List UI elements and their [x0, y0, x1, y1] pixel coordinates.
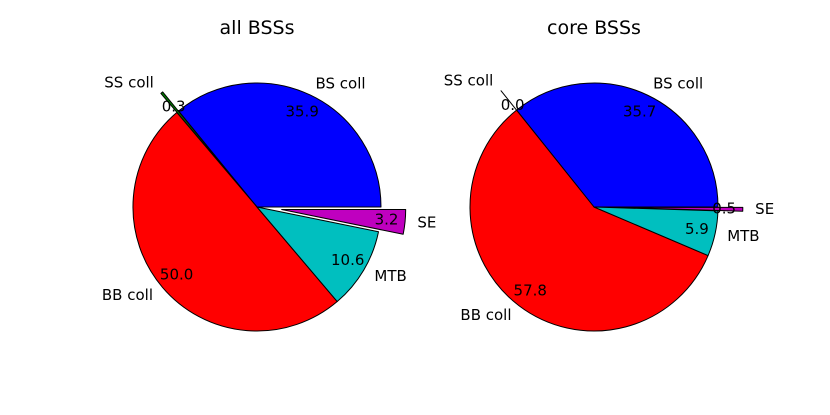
slice-label-mtb: MTB — [374, 267, 406, 285]
pie-slice-se — [281, 208, 407, 235]
slice-label-ss-coll: SS coll — [104, 74, 154, 92]
slice-value-se: 3.2 — [375, 211, 399, 229]
pie-slice-bb-coll — [469, 109, 709, 332]
pie-slice-bs-coll — [178, 82, 382, 208]
chart-title: core BSSs — [547, 17, 641, 39]
slice-label-bs-coll: BS coll — [653, 75, 703, 93]
slice-value-bb-coll: 57.8 — [514, 281, 547, 299]
slice-value-mtb: 5.9 — [685, 220, 709, 238]
slice-value-mtb: 10.6 — [331, 251, 364, 269]
slice-value-ss-coll: 0.3 — [162, 97, 186, 115]
slice-value-se: 0.5 — [712, 200, 736, 218]
slice-label-bb-coll: BB coll — [102, 286, 153, 304]
slice-value-ss-coll: 0.0 — [501, 96, 525, 114]
pie-slice-bb-coll — [132, 111, 338, 332]
pie-chart-all-bsss: all BSSs BS coll 35.9 SS coll 0.3 BB coll 50.… — [102, 17, 436, 332]
pie-slice-bs-coll — [516, 82, 719, 208]
slice-label-ss-coll: SS coll — [444, 72, 494, 90]
slice-value-bb-coll: 50.0 — [160, 266, 193, 284]
pie-slice-mtb — [256, 206, 380, 303]
slice-value-bs-coll: 35.9 — [285, 102, 318, 120]
pie-slice-se — [618, 206, 744, 212]
pie-chart-core-bsss: core BSSs BS coll 35.7 SS coll 0.0 BB coll57… — [444, 17, 774, 332]
slice-label-se: SE — [755, 200, 774, 218]
slice-value-bs-coll: 35.7 — [623, 103, 656, 121]
chart-title: all BSSs — [220, 17, 295, 39]
slice-label-bb-coll: BB coll — [460, 306, 511, 324]
slice-label-se: SE — [417, 214, 436, 232]
slice-label-mtb: MTB — [727, 227, 759, 245]
slice-label-bs-coll: BS coll — [315, 74, 365, 92]
